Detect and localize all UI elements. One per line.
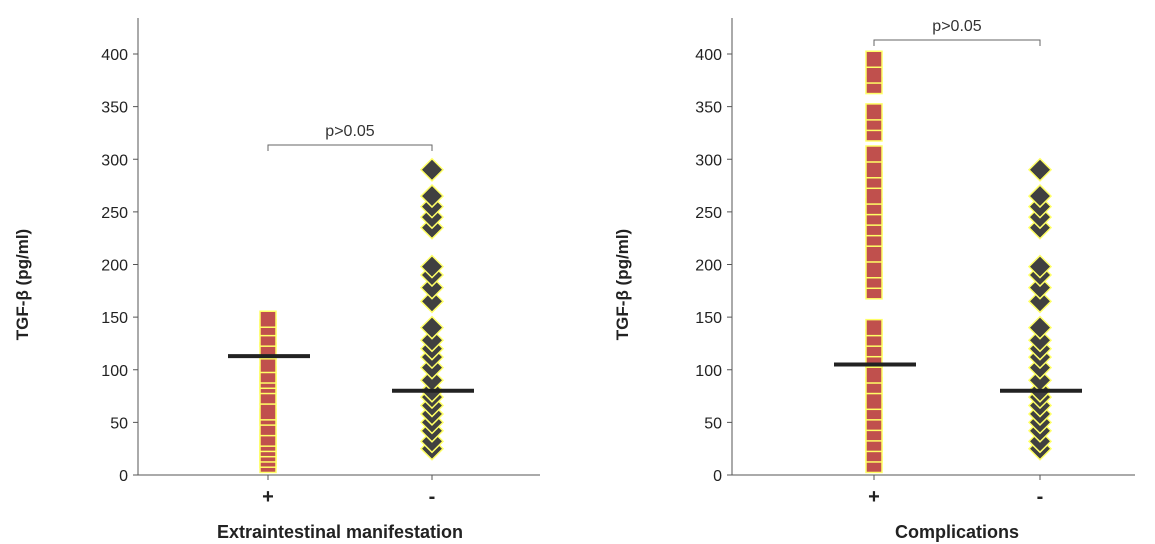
data-point-square [865,392,883,411]
data-point-diamond [1027,254,1053,279]
p-value-annotation: p>0.05 [932,18,981,35]
data-point-diamond [419,328,445,353]
series-positive [228,310,310,474]
data-point-diamond [1027,184,1053,209]
series-positive [834,50,916,474]
data-point-diamond [419,315,445,340]
x-axis-title: Complications [895,522,1019,542]
y-tick-label: 250 [101,205,128,222]
y-tick-label: 100 [101,363,128,380]
data-point-diamond [419,275,445,300]
x-axis-title: Extraintestinal manifestation [217,522,463,542]
chart-panel-complications: 0 50 100 150 200 250 300 350 400 TGF-β (pg/ml) + -C… [613,18,1135,542]
y-tick-label: 150 [101,310,128,327]
data-point-diamond [419,254,445,279]
significance-bracket [267,144,433,151]
y-tick-label: 350 [101,100,128,117]
series-negative [392,157,474,461]
p-value-annotation: p>0.05 [325,123,374,140]
y-tick-label: 150 [695,310,722,327]
data-point-diamond [1027,328,1053,353]
data-point-square [865,318,883,337]
category-label: + [262,486,274,508]
y-tick-label: 0 [119,468,128,485]
y-tick-label: 250 [695,205,722,222]
y-tick-label: 0 [713,468,722,485]
data-point-square [865,50,883,69]
data-point-diamond [1027,289,1053,314]
data-point-square [865,145,883,163]
data-point-diamond [1027,315,1053,340]
y-axis-title: TGF-β (pg/ml) [613,229,632,340]
significance-bracket [873,39,1041,46]
data-point-diamond [419,184,445,209]
chart-panel-extraintestinal: 0 50 100 150 200 250 300 350 400 TGF-β (pg/ml) + - E… [13,18,540,542]
data-point-square [865,366,883,384]
y-tick-label: 100 [695,363,722,380]
y-tick-label: 50 [110,415,128,432]
data-point-square [865,187,883,205]
category-label: - [429,486,436,508]
data-point-square [865,103,883,121]
y-tick-label: 300 [101,152,128,169]
y-axis-title: TGF-β (pg/ml) [13,229,32,340]
y-tick-label: 200 [695,258,722,275]
category-label: - [1037,486,1044,508]
y-tick-label: 350 [695,100,722,117]
data-point-square [259,403,277,421]
data-point-square [865,161,883,179]
y-tick-label: 300 [695,152,722,169]
data-point-diamond [1027,157,1053,182]
y-tick-label: 400 [101,47,128,64]
y-tick-label: 50 [704,415,722,432]
data-point-square [865,261,883,279]
data-point-square [865,66,883,84]
y-tick-label: 200 [101,258,128,275]
data-point-diamond [1027,275,1053,300]
category-label: + [868,486,880,508]
data-point-square [865,245,883,263]
series-negative [1000,157,1082,461]
data-point-square [259,310,277,328]
data-point-diamond [419,157,445,182]
y-tick-label: 400 [695,47,722,64]
data-point-diamond [419,289,445,314]
